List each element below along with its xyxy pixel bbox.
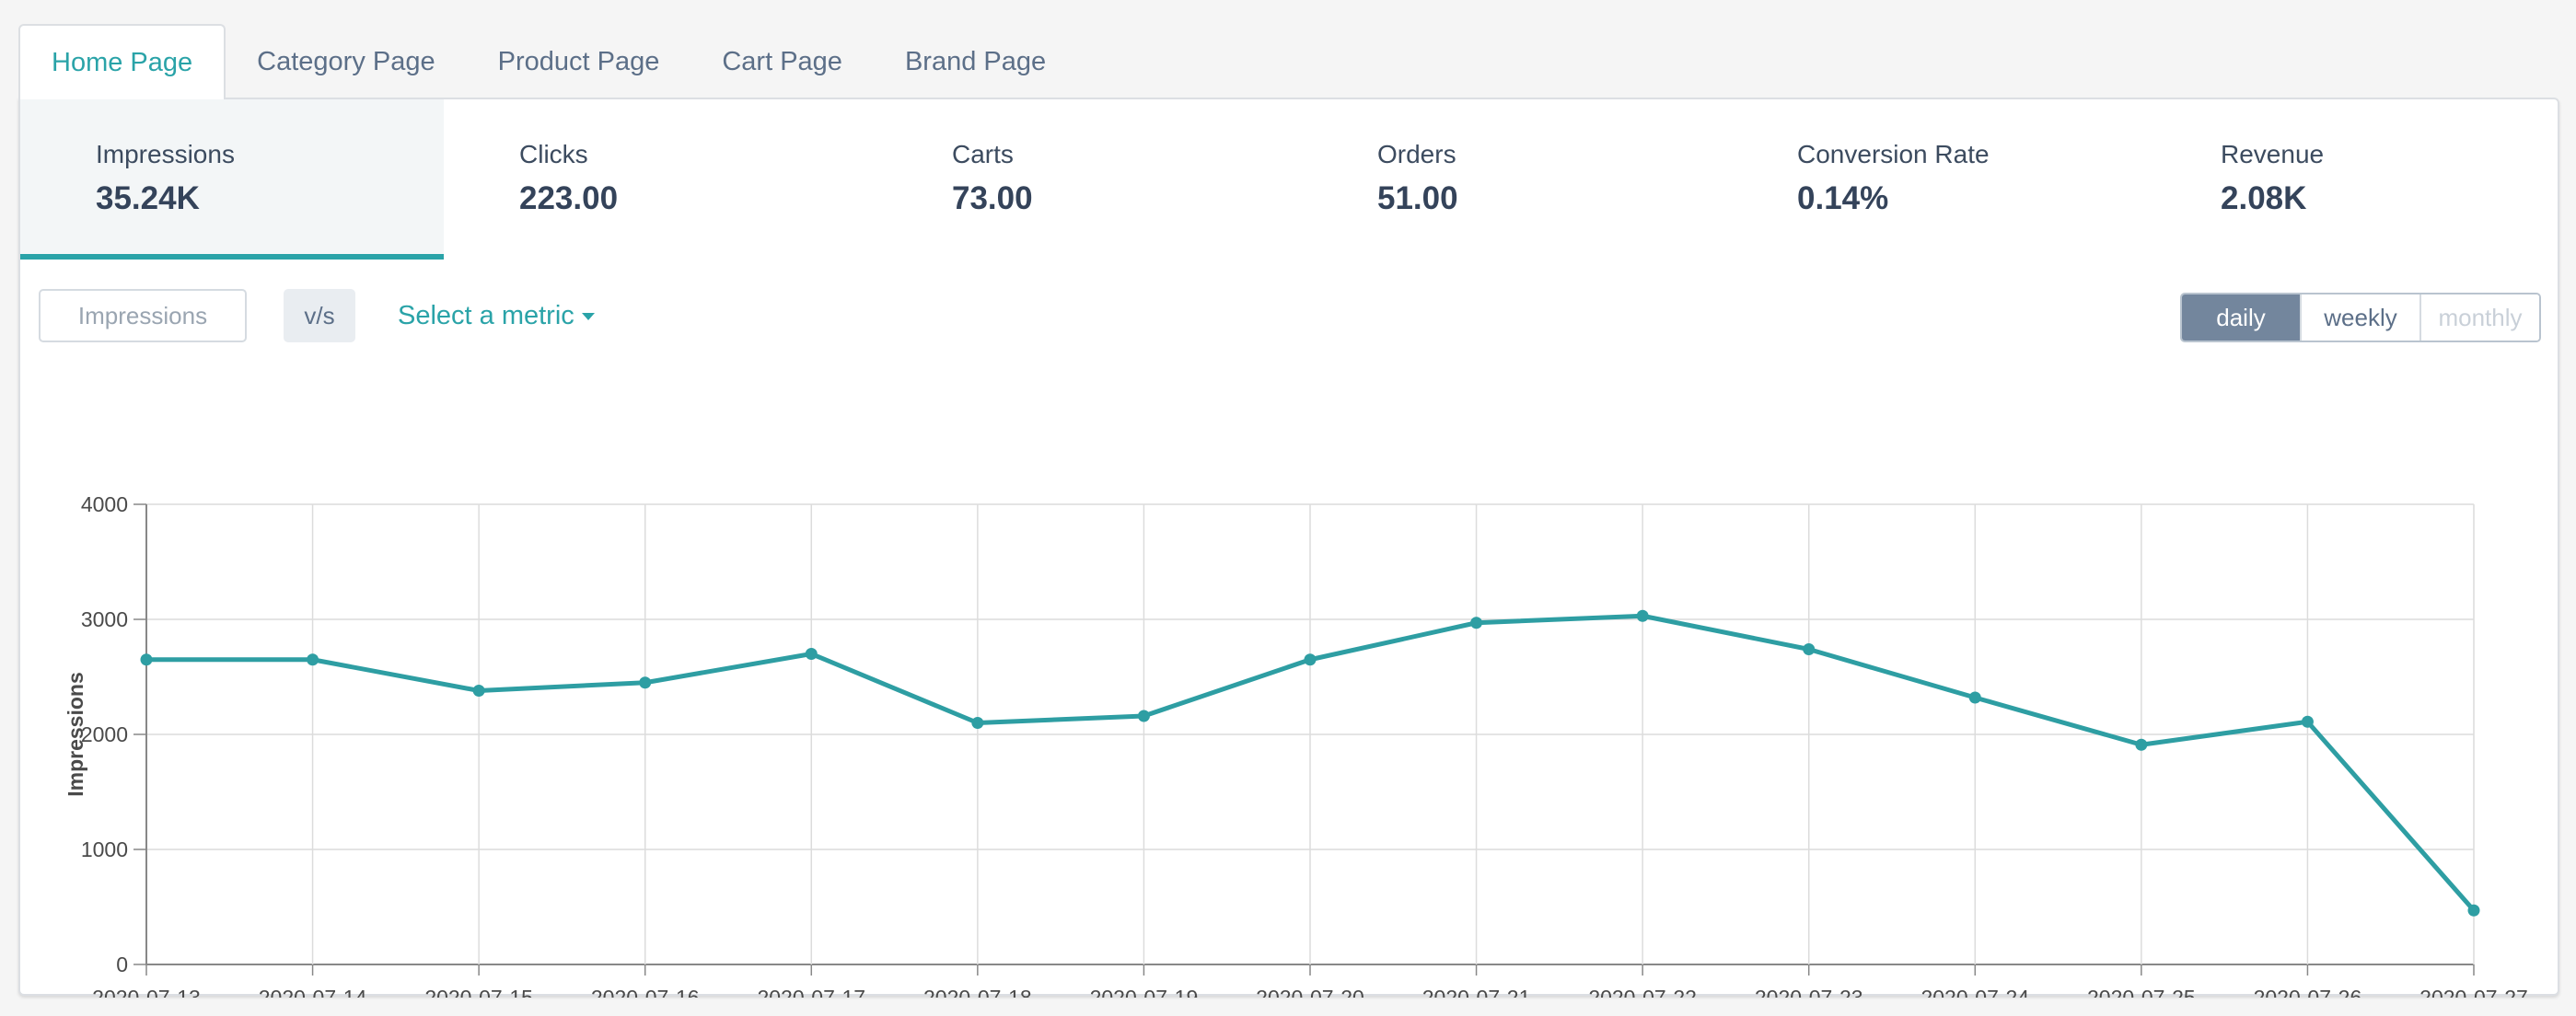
y-axis-title: Impressions [64, 672, 87, 797]
x-tick-label: 2020-07-19 [1090, 986, 1199, 998]
x-tick-label: 2020-07-22 [1588, 986, 1697, 998]
time-granularity-toggle: daily weekly monthly [2180, 293, 2541, 342]
tab-brand-page[interactable]: Brand Page [904, 46, 1047, 76]
x-tick-label: 2020-07-20 [1256, 986, 1364, 998]
metric-value: 51.00 [1377, 180, 1458, 216]
range-daily-button[interactable]: daily [2182, 294, 2300, 341]
range-monthly-button[interactable]: monthly [2419, 294, 2539, 341]
page-tabs: Home Page Category Page Product Page Cart P… [18, 24, 1077, 99]
x-tick-label: 2020-07-18 [923, 986, 1032, 998]
metric-card-conversion-rate[interactable]: Conversion Rate 0.14% [1722, 99, 2145, 260]
data-point [805, 648, 818, 660]
data-point [307, 653, 319, 666]
x-tick-label: 2020-07-25 [2087, 986, 2196, 998]
y-tick-label: 3000 [81, 607, 128, 631]
versus-label: v/s [284, 289, 355, 342]
x-tick-label: 2020-07-23 [1755, 986, 1863, 998]
data-point [1968, 691, 1981, 704]
metric-card-carts[interactable]: Carts 73.00 [876, 99, 1302, 260]
metric-value: 35.24K [96, 180, 200, 216]
metric-label: Conversion Rate [1797, 140, 1990, 168]
x-tick-label: 2020-07-13 [92, 986, 201, 998]
data-point [472, 685, 485, 697]
metric-value: 2.08K [2221, 180, 2307, 216]
metric-label: Orders [1377, 140, 1456, 168]
tab-category-page[interactable]: Category Page [257, 46, 435, 76]
data-point [1304, 653, 1317, 666]
data-point [2467, 904, 2480, 917]
metric-value: 73.00 [952, 180, 1033, 216]
data-point [140, 653, 153, 666]
x-tick-label: 2020-07-21 [1422, 986, 1531, 998]
x-tick-label: 2020-07-24 [1920, 986, 2029, 998]
metric-card-revenue[interactable]: Revenue 2.08K [2145, 99, 2559, 260]
metric-card-impressions[interactable]: Impressions 35.24K [20, 99, 444, 260]
metric-label: Impressions [96, 140, 235, 168]
data-point [1803, 643, 1816, 655]
data-point [971, 717, 984, 729]
select-metric-dropdown[interactable]: Select a metric [398, 289, 595, 342]
range-weekly-button[interactable]: weekly [2300, 294, 2419, 341]
analytics-card: Impressions 35.24K Clicks 223.00 Carts 73.00 O… [18, 98, 2559, 998]
x-tick-label: 2020-07-17 [757, 986, 865, 998]
x-tick-label: 2020-07-16 [591, 986, 700, 998]
data-point [1636, 609, 1649, 622]
select-metric-label: Select a metric [398, 300, 574, 330]
metric-value: 0.14% [1797, 180, 1889, 216]
data-point [2301, 715, 2314, 728]
metric-label: Carts [952, 140, 1014, 168]
y-tick-label: 1000 [81, 837, 128, 861]
tab-cart-page[interactable]: Cart Page [722, 46, 842, 76]
impressions-line-chart: 0 1000 2000 3000 4000 2020-07-13 2020-07-14 202… [64, 492, 2528, 998]
y-tick-label: 4000 [81, 492, 128, 516]
x-tick-label: 2020-07-14 [259, 986, 367, 998]
metric-card-clicks[interactable]: Clicks 223.00 [444, 99, 876, 260]
y-tick-label: 0 [116, 952, 128, 976]
tab-home-page[interactable]: Home Page [18, 24, 226, 99]
metric-summary-row: Impressions 35.24K Clicks 223.00 Carts 73.00 O… [20, 99, 2558, 260]
x-tick-label: 2020-07-26 [2254, 986, 2362, 998]
data-point [1470, 617, 1483, 629]
tab-product-page[interactable]: Product Page [497, 46, 660, 76]
x-tick-label: 2020-07-27 [2419, 986, 2528, 998]
data-point [1137, 710, 1150, 722]
metric-label: Revenue [2221, 140, 2325, 168]
metric-card-orders[interactable]: Orders 51.00 [1302, 99, 1722, 260]
y-tick-label: 2000 [81, 722, 128, 746]
data-point [2135, 738, 2148, 751]
x-tick-label: 2020-07-15 [424, 986, 533, 998]
metric-value: 223.00 [519, 180, 619, 216]
data-point [639, 676, 652, 689]
primary-metric-button[interactable]: Impressions [39, 289, 247, 342]
metric-label: Clicks [519, 140, 588, 168]
caret-down-icon [581, 313, 595, 320]
